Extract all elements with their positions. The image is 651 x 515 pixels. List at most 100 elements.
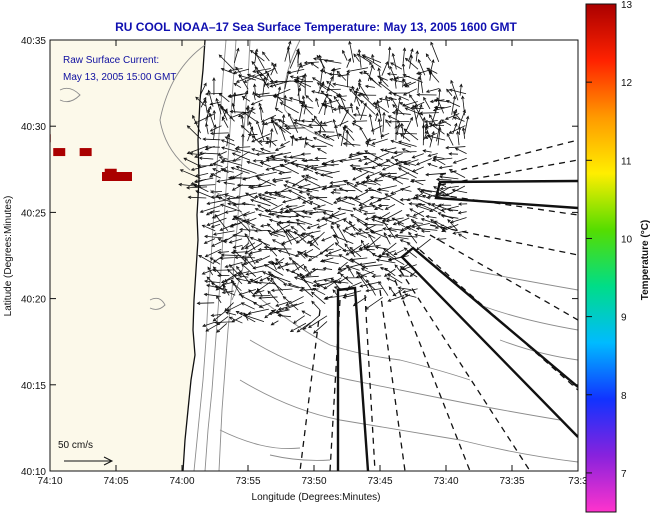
current-vector [297, 322, 311, 333]
current-vector-head [279, 207, 284, 211]
current-vector-head [453, 116, 457, 120]
current-vector-head [303, 265, 308, 270]
current-vector [372, 101, 382, 105]
warm-pixel [53, 148, 66, 157]
current-vector-head [285, 228, 290, 233]
current-vector [299, 273, 313, 291]
current-vector [305, 95, 313, 103]
current-vector [417, 76, 420, 94]
current-vector [192, 115, 201, 134]
current-vector [356, 181, 368, 187]
current-vector [358, 168, 375, 174]
current-vector-head [371, 274, 376, 278]
current-vector-head [383, 273, 388, 277]
current-vector [280, 159, 298, 167]
current-vector-head [226, 308, 231, 312]
current-vector [367, 65, 374, 82]
current-vector [250, 184, 272, 189]
current-vector [205, 248, 222, 258]
current-vector-head [313, 330, 317, 334]
current-vector-head [300, 174, 305, 179]
current-vector [207, 267, 214, 276]
current-vector [388, 175, 409, 180]
current-vector [270, 277, 284, 296]
current-vector-head [448, 152, 453, 156]
current-vector [301, 286, 314, 298]
current-vector-head [221, 146, 225, 150]
current-vector-head [371, 204, 376, 209]
current-vector-head [275, 215, 280, 219]
current-vector-head [246, 104, 250, 109]
current-vector [299, 186, 319, 192]
current-vector-head [393, 150, 398, 154]
current-vector [430, 219, 447, 233]
current-vector [222, 285, 230, 296]
current-vector-head [378, 81, 382, 86]
current-vector [332, 234, 354, 244]
current-vector-head [342, 295, 347, 299]
current-vector-head [302, 200, 306, 204]
current-vector-head [456, 130, 460, 135]
current-vector [365, 142, 376, 148]
current-vector-head [342, 218, 347, 223]
current-vector-head [421, 123, 426, 128]
current-vector-head [279, 102, 284, 106]
current-vector [218, 151, 227, 156]
current-vector [251, 135, 263, 146]
current-vector-head [296, 329, 301, 333]
current-vector-head [313, 167, 317, 172]
current-vector [357, 272, 368, 278]
current-vector-head [307, 258, 312, 262]
current-vector-head [342, 179, 347, 184]
current-vector-head [371, 215, 375, 220]
current-vector [394, 159, 411, 166]
current-vector-head [397, 286, 402, 290]
current-vector-head [417, 58, 421, 63]
current-vector [336, 70, 347, 81]
current-vector [427, 135, 446, 141]
current-vector-head [385, 61, 389, 65]
current-vector-head [427, 202, 431, 206]
current-vector [227, 197, 242, 200]
current-vector [343, 218, 361, 233]
current-vector [446, 146, 466, 149]
current-vector-head [353, 183, 358, 187]
current-vector-head [250, 126, 254, 131]
current-vector-head [276, 222, 281, 227]
colorbar [585, 3, 617, 513]
current-vector [386, 253, 405, 266]
current-vector [430, 106, 438, 128]
current-vector [194, 152, 206, 158]
current-vector [415, 51, 418, 62]
current-vector [408, 48, 413, 62]
current-vector [298, 101, 304, 122]
current-vector-head [425, 214, 430, 219]
current-vector [380, 149, 398, 155]
current-vector [396, 97, 401, 116]
current-vector-head [394, 131, 399, 136]
current-vector-head [419, 103, 423, 108]
y-tick-label: 40:25 [21, 208, 46, 219]
current-vector-head [437, 212, 442, 216]
current-vector [383, 228, 397, 232]
current-vector [241, 256, 256, 259]
current-vector [385, 119, 391, 127]
current-vector [402, 63, 405, 76]
current-vector-head [349, 88, 353, 93]
current-vector-head [422, 149, 427, 153]
current-vector-head [203, 96, 207, 101]
current-vector [290, 226, 299, 232]
x-tick-label: 74:05 [103, 476, 128, 487]
current-vector [323, 120, 333, 125]
current-vector [354, 179, 370, 187]
current-vector-head [227, 202, 231, 206]
current-vector-head [435, 237, 440, 241]
current-vector-head [387, 298, 392, 302]
current-vector-head [312, 283, 317, 288]
current-vector [233, 244, 243, 249]
current-vector [347, 67, 369, 73]
current-vector-head [390, 155, 395, 159]
current-vector-head [198, 151, 203, 155]
current-vector [244, 314, 265, 323]
current-vector-head [441, 193, 445, 197]
